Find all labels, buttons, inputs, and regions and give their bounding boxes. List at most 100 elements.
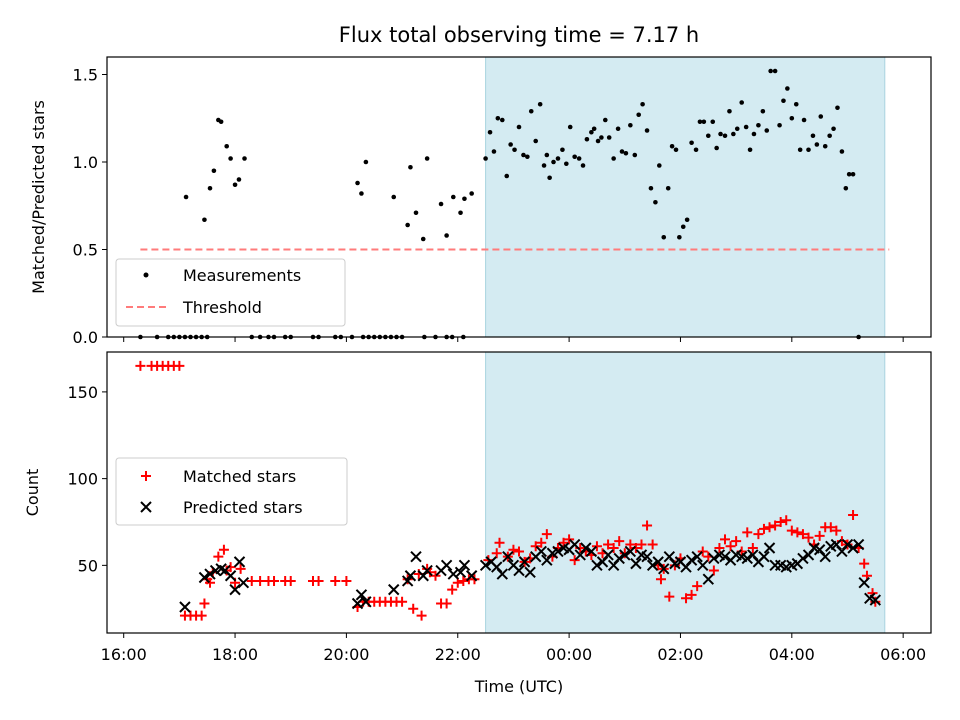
- measurement-point-67: [512, 147, 517, 153]
- measurement-point-70: [525, 154, 530, 160]
- matched-point-102: [747, 543, 758, 554]
- matched-point-75: [603, 539, 614, 550]
- predicted-point-49: [613, 552, 625, 565]
- measurement-point-74: [541, 163, 547, 168]
- matched-point-56: [494, 537, 505, 548]
- matched-point-51: [458, 575, 469, 586]
- matched-point-46: [430, 570, 441, 581]
- matched-point-116: [825, 522, 836, 533]
- predicted-point-82: [797, 552, 809, 565]
- top-y-axis-label: Matched/Predicted stars: [29, 100, 48, 294]
- measurement-point-134: [785, 86, 790, 91]
- matched-point-16: [218, 544, 229, 555]
- matched-point-105: [764, 522, 775, 533]
- matched-point-77: [614, 536, 625, 547]
- measurement-point-82: [572, 154, 577, 160]
- measurement-point-103: [657, 163, 662, 168]
- matched-point-59: [514, 546, 524, 557]
- predicted-point-86: [819, 550, 831, 563]
- matched-point-111: [797, 529, 808, 540]
- matched-point-10: [196, 610, 207, 621]
- bottom-xtick-label-4: 00:00: [546, 645, 592, 664]
- bottom-ytick-label-1: 100: [67, 470, 98, 489]
- measurement-point-118: [718, 131, 723, 137]
- matched-point-85: [655, 574, 666, 585]
- predicted-point-28: [496, 568, 509, 580]
- measurement-point-110: [684, 217, 690, 223]
- predicted-point-92: [852, 538, 865, 551]
- predicted-point-25: [479, 559, 492, 572]
- measurement-point-114: [701, 119, 707, 125]
- predicted-point-64: [697, 559, 709, 572]
- top-legend-box: [115, 258, 346, 327]
- measurement-point-128: [760, 108, 766, 114]
- predicted-point-15: [404, 570, 417, 582]
- measurement-point-130: [768, 68, 773, 74]
- measurement-point-18: [232, 182, 238, 188]
- matched-point-83: [647, 539, 658, 550]
- measurement-point-111: [689, 140, 694, 146]
- measurement-point-137: [797, 147, 803, 153]
- measurement-point-90: [602, 117, 608, 123]
- predicted-point-16: [410, 550, 422, 563]
- top-panel: 0.0 0.5 1.0 1.5 Flux total observing time =…: [29, 23, 932, 347]
- matched-point-91: [686, 589, 697, 600]
- legend-measurements-marker: [143, 272, 149, 278]
- matched-point-93: [697, 546, 708, 557]
- measurement-point-120: [727, 108, 732, 114]
- bottom-panel: 50 100 150 16:00 18:00 20:00 22:00 00:00 02:00 0…: [23, 351, 932, 696]
- measurement-point-117: [714, 145, 719, 151]
- measurement-point-57: [458, 210, 463, 216]
- predicted-point-21: [447, 568, 460, 580]
- matched-point-21: [246, 575, 257, 586]
- matched-point-41: [408, 603, 419, 614]
- predicted-point-13: [388, 583, 400, 596]
- measurement-point-20: [242, 156, 247, 161]
- measurement-point-141: [814, 142, 820, 147]
- matched-point-13: [205, 577, 215, 588]
- measurement-point-100: [644, 128, 650, 133]
- measurement-point-121: [731, 131, 736, 137]
- predicted-point-93: [858, 576, 870, 589]
- measurement-point-149: [846, 171, 852, 177]
- measurement-point-112: [693, 147, 699, 153]
- measurement-point-60: [483, 156, 488, 161]
- predicted-point-6: [224, 570, 237, 582]
- predicted-point-57: [658, 563, 670, 575]
- predicted-point-76: [763, 542, 776, 554]
- measurement-point-50: [408, 164, 413, 170]
- bottom-xtick-label-3: 22:00: [435, 645, 481, 664]
- predicted-point-43: [580, 542, 592, 554]
- matched-point-87: [664, 591, 675, 602]
- measurement-point-135: [789, 115, 795, 121]
- matched-point-106: [770, 520, 781, 531]
- bottom-legend: Matched stars Predicted stars: [115, 457, 348, 526]
- top-legend: Measurements Threshold: [115, 258, 346, 327]
- matched-point-30: [341, 575, 352, 586]
- matched-point-15: [213, 551, 224, 562]
- measurement-point-33: [363, 159, 369, 165]
- top-y-ticks: 0.0 0.5 1.0 1.5: [73, 66, 107, 347]
- measurement-point-88: [595, 138, 601, 144]
- matched-point-73: [591, 541, 602, 552]
- top-ytick-label-3: 1.5: [73, 66, 98, 85]
- measurement-point-84: [580, 163, 586, 168]
- matched-point-114: [814, 530, 825, 541]
- matched-point-82: [642, 520, 653, 531]
- measurement-point-53: [424, 156, 430, 161]
- matched-point-68: [564, 534, 575, 545]
- measurement-point-147: [839, 149, 845, 154]
- measurement-point-93: [615, 126, 621, 132]
- measurement-point-143: [822, 143, 828, 149]
- predicted-point-47: [602, 549, 614, 561]
- predicted-point-62: [685, 554, 698, 566]
- legend-predicted-marker: [140, 501, 152, 513]
- bottom-axes-frame: [106, 351, 932, 634]
- matched-point-58: [508, 544, 519, 555]
- measurement-point-91: [606, 135, 612, 140]
- measurement-point-109: [680, 224, 686, 230]
- predicted-point-32: [518, 556, 531, 568]
- measurement-point-72: [533, 138, 539, 144]
- predicted-point-44: [585, 545, 598, 558]
- measurement-point-15: [218, 119, 224, 125]
